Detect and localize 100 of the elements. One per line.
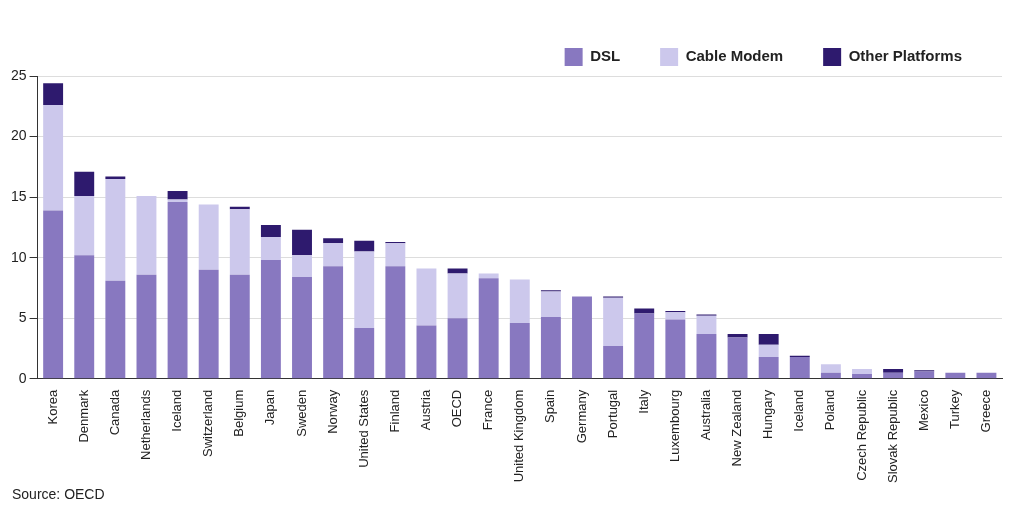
bar	[323, 266, 344, 379]
bar	[976, 372, 997, 379]
x-tick-label: United Kingdom	[511, 389, 527, 483]
bar	[416, 325, 437, 379]
x-tick-label: Iceland	[791, 389, 807, 432]
x-tick-label: Australia	[698, 389, 714, 441]
x-tick-label: Hungary	[760, 389, 776, 439]
y-tick-label: 20	[10, 127, 27, 144]
bar	[260, 260, 281, 379]
y-tick-label: 15	[10, 187, 27, 204]
x-tick-label: Austria	[418, 389, 434, 431]
bar	[74, 171, 95, 196]
bar	[727, 333, 748, 338]
x-tick-label: Switzerland	[200, 389, 216, 457]
bar	[634, 313, 655, 379]
bar	[43, 210, 64, 379]
x-tick-label: Finland	[386, 389, 402, 433]
bar	[478, 273, 499, 279]
x-tick-label: Netherlands	[138, 389, 154, 460]
x-tick-label: Norway	[324, 389, 340, 434]
bar	[167, 191, 188, 200]
bar	[945, 372, 966, 379]
bar	[416, 268, 437, 326]
bar	[385, 243, 406, 267]
x-tick-label: Japan	[262, 389, 278, 426]
x-tick-label: Luxembourg	[666, 389, 682, 463]
x-tick-label: France	[480, 389, 496, 431]
bar	[74, 195, 95, 256]
x-tick-label: Iceland	[169, 389, 185, 432]
bar	[758, 356, 779, 379]
y-tick-label: 0	[18, 369, 27, 386]
y-tick-label: 5	[18, 309, 27, 326]
x-tick-label: Canada	[106, 389, 122, 436]
bar	[603, 297, 624, 347]
bar	[852, 369, 872, 374]
bar	[758, 333, 779, 345]
bar	[43, 83, 64, 106]
bar	[509, 279, 530, 324]
bar	[323, 243, 344, 267]
bar	[198, 204, 219, 270]
bar	[509, 323, 530, 379]
bar	[820, 372, 841, 379]
source-note: Source: OECD	[12, 486, 106, 502]
bar	[105, 178, 126, 281]
bar	[883, 369, 904, 373]
bar	[820, 364, 841, 373]
x-tick-label: Korea	[44, 389, 60, 425]
bar	[789, 356, 810, 379]
bar	[292, 229, 312, 256]
bar	[260, 237, 281, 261]
x-tick-label: Portugal	[604, 389, 620, 439]
bar	[852, 373, 872, 379]
bar	[105, 280, 126, 379]
bar	[665, 319, 686, 379]
bar	[198, 269, 219, 379]
bar	[292, 255, 312, 278]
bar	[43, 105, 64, 211]
x-tick-label: Sweden	[293, 389, 309, 437]
bar	[758, 344, 779, 357]
bar	[354, 251, 375, 328]
bar	[136, 274, 157, 379]
bar	[229, 274, 250, 379]
bar	[229, 209, 250, 275]
legend-label: Other Platforms	[848, 47, 962, 65]
bar	[696, 315, 717, 334]
legend-label: Cable Modem	[685, 47, 784, 65]
x-tick-label: OECD	[449, 389, 465, 428]
bar	[572, 296, 592, 379]
y-tick-label: 10	[10, 248, 27, 265]
bar	[323, 238, 344, 244]
y-tick-label: 25	[10, 66, 27, 83]
bar	[478, 278, 499, 379]
bar	[696, 333, 717, 379]
x-tick-label: Italy	[635, 389, 651, 414]
x-tick-label: Belgium	[231, 389, 247, 437]
bar	[540, 291, 561, 318]
x-tick-label: Poland	[822, 389, 838, 431]
bar	[354, 240, 375, 252]
bar	[136, 195, 157, 275]
bar	[167, 201, 188, 379]
bar	[354, 327, 375, 379]
bar	[74, 255, 95, 379]
x-tick-label: Czech Republic	[853, 389, 869, 481]
bar	[292, 277, 312, 379]
bar	[727, 337, 748, 379]
x-tick-label: Turkey	[946, 389, 962, 430]
x-tick-label: Greece	[978, 389, 994, 433]
bar	[603, 346, 624, 379]
bar	[260, 224, 281, 238]
bar	[883, 372, 904, 379]
bar	[447, 318, 468, 379]
legend-label: DSL	[590, 47, 621, 65]
bar	[540, 317, 561, 379]
x-tick-label: Slovak Republic	[884, 389, 900, 483]
x-tick-label: Denmark	[75, 389, 91, 443]
x-tick-label: Mexico	[915, 389, 931, 431]
bar	[385, 266, 406, 379]
x-tick-label: United States	[355, 389, 371, 468]
x-tick-label: Germany	[573, 389, 589, 444]
x-tick-label: New Zealand	[729, 389, 745, 467]
